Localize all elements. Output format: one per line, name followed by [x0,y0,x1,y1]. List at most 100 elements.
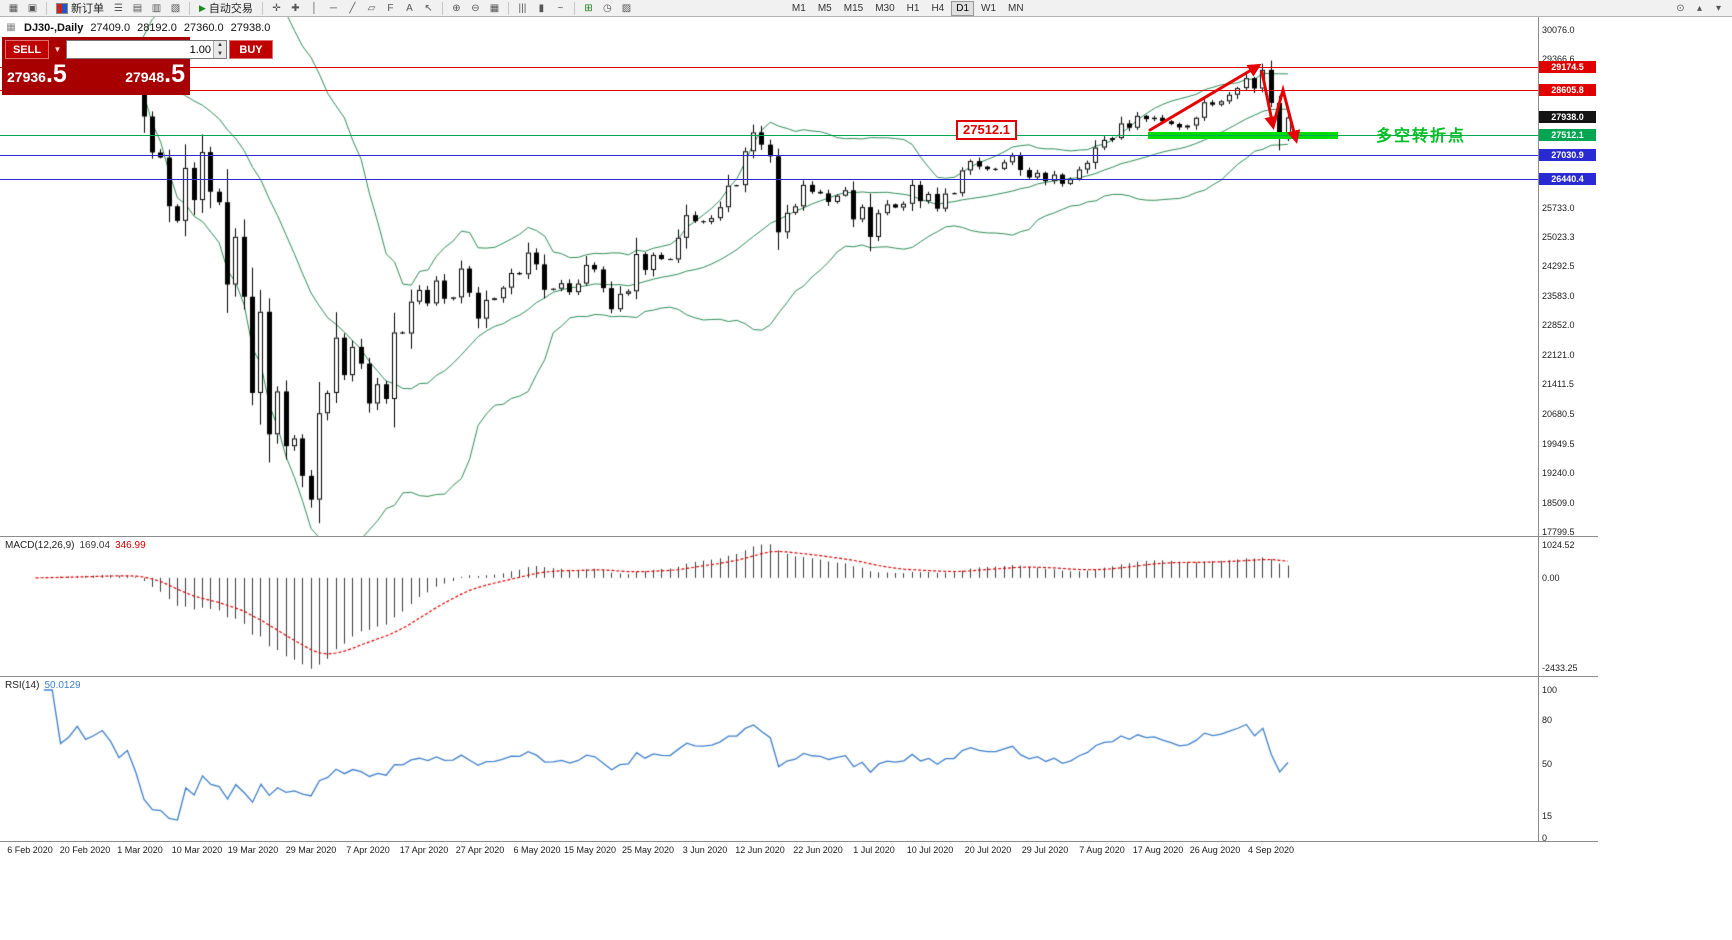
price-axis-label: 20680.5 [1542,409,1575,419]
macd-axis-zero: 0.00 [1542,572,1560,583]
new-order-icon [56,2,68,14]
channel-icon[interactable]: ▱ [367,2,376,14]
volume-up-icon[interactable]: ▲ [214,41,226,50]
fibonacci-icon[interactable]: F [387,2,394,14]
date-axis-label: 19 Mar 2020 [227,845,279,855]
sell-button[interactable]: SELL [5,40,49,59]
rsi-value: 50.0129 [44,680,81,691]
ohlc-open: 27409.0 [90,21,131,34]
timeframe-m30[interactable]: M30 [870,1,899,16]
date-axis-label: 15 May 2020 [563,845,617,855]
chart-management-icons: ▦ ▣ [4,1,42,16]
date-axis-label: 1 Mar 2020 [117,845,163,855]
new-order-button[interactable]: 新订单 [51,0,109,16]
indicator-icons: ⊞ ◷ ▨ [579,1,636,16]
macd-signal-value: 346.99 [115,540,146,551]
horizontal-line-27512.1[interactable] [0,135,1538,136]
vertical-line-icon[interactable]: │ [311,2,318,14]
price-badge-27512.1: 27512.1 [1539,129,1596,141]
bar-chart-icon[interactable]: ||| [518,2,527,14]
zoom-out-icon[interactable]: ⊖ [471,2,480,14]
navigator-icon[interactable]: ▥ [151,2,162,14]
timeframe-h1[interactable]: H1 [902,1,925,16]
date-axis-label: 26 Aug 2020 [1189,845,1241,855]
market-watch-icon[interactable]: ☰ [114,2,123,14]
timeframe-m1[interactable]: M1 [787,1,811,16]
price-axis-label: 18509.0 [1542,498,1575,508]
new-chart-icon[interactable]: ▦ [8,2,19,14]
horizontal-line-28605.8[interactable] [0,90,1538,91]
data-window-icon[interactable]: ▤ [132,2,143,14]
price-axis-label: 19240.0 [1542,468,1575,478]
price-badge-27938.0: 27938.0 [1539,111,1596,123]
date-axis-label: 3 Jun 2020 [682,845,728,855]
line-chart-icon[interactable]: ~ [557,2,564,14]
chart-profiles-icon[interactable]: ▣ [27,2,38,14]
drop-arrow[interactable] [1260,70,1278,130]
trendline-icon[interactable]: ╱ [349,2,356,14]
indicators-icon[interactable]: ⊞ [584,2,593,14]
macd-axis-max: 1024.52 [1542,540,1575,550]
toolbar-separator [507,1,509,15]
scroll-up-icon[interactable]: ▴ [1696,2,1703,14]
date-axis-label: 7 Apr 2020 [346,845,390,855]
buy-button[interactable]: BUY [229,40,273,59]
candlestick-chart-icon[interactable]: ▮ [538,2,545,14]
price-axis-label: 21411.5 [1542,379,1574,389]
horizontal-line-icon[interactable]: ─ [329,2,337,14]
timeframe-d1[interactable]: D1 [951,0,975,16]
timeframe-mn[interactable]: MN [1003,1,1029,16]
price-axis-label: 19949.5 [1542,439,1575,449]
timeframe-w1[interactable]: W1 [976,1,1001,16]
volume-dropdown-icon[interactable]: ▼ [53,45,62,54]
turning-point-note[interactable]: 多空转折点 [1376,128,1467,145]
tile-windows-icon[interactable]: ▦ [489,2,500,14]
timeframe-m5[interactable]: M5 [813,1,837,16]
zoom-in-icon[interactable]: ⊕ [452,2,461,14]
macd-panel-separator[interactable] [0,536,1598,537]
uptrend-arrow[interactable] [1148,63,1262,132]
date-axis-label: 27 Apr 2020 [455,845,505,855]
arrows-icon[interactable]: ↖ [424,2,433,14]
text-label-icon[interactable]: A [406,2,413,14]
timeframe-buttons: M1 M5 M15 M30 H1 H4 D1 W1 MN [786,0,1030,16]
chart-type-icons: ||| ▮ ~ [513,1,570,16]
one-click-trading-panel: SELL ▼ ▲ ▼ BUY 27936.5 27948.5 [2,37,273,95]
zigzag-arrow[interactable] [1271,84,1301,144]
price-callout-label[interactable]: 27512.1 [956,120,1017,140]
periods-icon[interactable]: ◷ [603,2,612,14]
search-icon[interactable]: ⊙ [1676,2,1685,14]
rsi-panel-canvas[interactable] [0,677,1538,841]
horizontal-line-27030.9[interactable] [0,155,1538,156]
date-axis-label: 29 Mar 2020 [285,845,337,855]
auto-trading-button[interactable]: ▶ 自动交易 [194,0,258,16]
date-axis-label: 6 Feb 2020 [7,845,53,855]
rsi-panel-separator[interactable] [0,676,1598,677]
toolbar: ▦ ▣ 新订单 ☰ ▤ ▥ ▧ ▶ 自动交易 ✛ ✚ │ ─ ╱ ▱ F A ↖ ⊕ ⊖ ▦ ||| ▮ ~ ⊞… [0,0,1732,17]
volume-input[interactable] [67,41,213,58]
macd-axis-min: -2433.25 [1542,663,1578,673]
price-axis-label: 23583.0 [1542,291,1575,301]
macd-panel-canvas[interactable] [0,537,1538,676]
date-axis-label: 20 Jul 2020 [964,845,1012,855]
rsi-axis-label: 15 [1542,810,1553,821]
templates-icon[interactable]: ▨ [621,2,632,14]
price-badge-29174.5: 29174.5 [1539,61,1596,73]
terminal-icon[interactable]: ▧ [170,2,181,14]
horizontal-line-26440.4[interactable] [0,179,1538,180]
auto-trading-label: 自动交易 [208,3,253,15]
date-axis-label: 4 Sep 2020 [1247,845,1295,855]
timeframe-m15[interactable]: M15 [839,1,868,16]
volume-down-icon[interactable]: ▼ [214,49,226,58]
horizontal-line-29174.5[interactable] [0,67,1538,68]
trend-arrow-annotation[interactable] [1100,40,1360,160]
date-axis-label: 29 Jul 2020 [1021,845,1069,855]
toolbar-separator [573,1,575,15]
scroll-down-icon[interactable]: ▾ [1715,2,1722,14]
timeframe-h4[interactable]: H4 [926,1,949,16]
date-axis-label: 6 May 2020 [513,845,561,855]
cursor-icon[interactable]: ✛ [272,2,281,14]
crosshair-icon[interactable]: ✚ [291,2,300,14]
ohlc-close: 27938.0 [230,21,271,34]
